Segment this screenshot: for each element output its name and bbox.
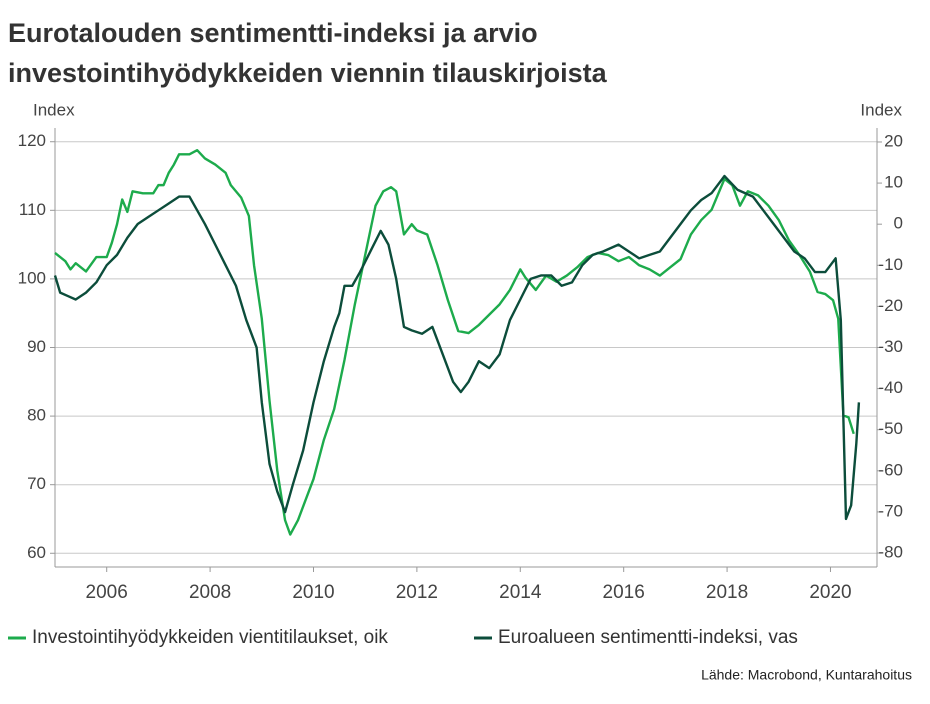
y2-axis-label: Index [860, 100, 902, 119]
y2-tick-label: -70 [878, 501, 903, 520]
y2-tick-label: -40 [878, 378, 903, 397]
source: Lähde: Macrobond, Kuntarahoitus [701, 667, 912, 683]
y2-tick-label: -60 [878, 460, 903, 479]
y2-tick-label: 0 [894, 214, 903, 233]
y-tick-label: 120 [18, 131, 46, 150]
y2-tick-label: -20 [878, 296, 903, 315]
x-tick-label: 2010 [292, 582, 334, 603]
y-axis-label: Index [33, 100, 75, 119]
y2-tick-label: -30 [878, 337, 903, 356]
legend-label: Investointihyödykkeiden vientitilaukset,… [32, 627, 388, 648]
x-tick-label: 2014 [499, 582, 542, 603]
x-tick-label: 2016 [603, 582, 645, 603]
y2-tick-label: -50 [878, 419, 903, 438]
x-tick-label: 2012 [396, 582, 438, 603]
y-tick-label: 100 [18, 268, 46, 287]
y2-tick-label: 10 [884, 173, 903, 192]
x-tick-label: 2008 [189, 582, 231, 603]
y-tick-label: 110 [19, 200, 46, 219]
y2-tick-label: 20 [884, 131, 903, 150]
y2-tick-label: -80 [878, 543, 903, 562]
x-tick-label: 2020 [809, 582, 851, 603]
x-tick-label: 2018 [706, 582, 748, 603]
y-tick-label: 90 [27, 337, 46, 356]
y-tick-label: 70 [27, 474, 46, 493]
chart-title: investointihyödykkeiden viennin tilauski… [8, 58, 608, 88]
chart-title: Eurotalouden sentimentti-indeksi ja arvi… [8, 18, 538, 48]
series-line [54, 148, 855, 536]
legend-label: Euroalueen sentimentti-indeksi, vas [498, 627, 798, 648]
y2-tick-label: -10 [878, 255, 903, 274]
x-tick-label: 2006 [86, 582, 128, 603]
series-line [53, 174, 861, 521]
y-tick-label: 80 [27, 406, 46, 425]
y-tick-label: 60 [27, 543, 46, 562]
